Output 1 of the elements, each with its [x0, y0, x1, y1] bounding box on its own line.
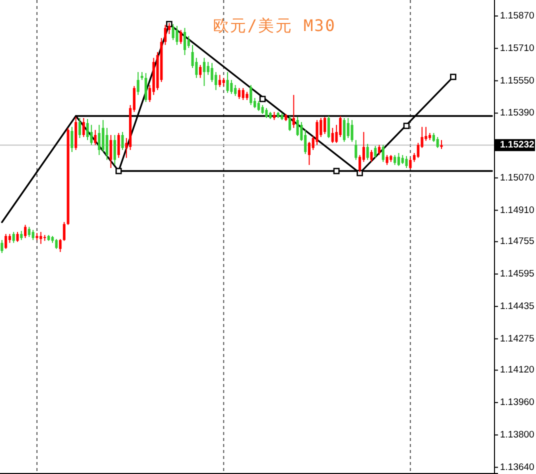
title: 欧元/美元 M30: [213, 16, 336, 35]
